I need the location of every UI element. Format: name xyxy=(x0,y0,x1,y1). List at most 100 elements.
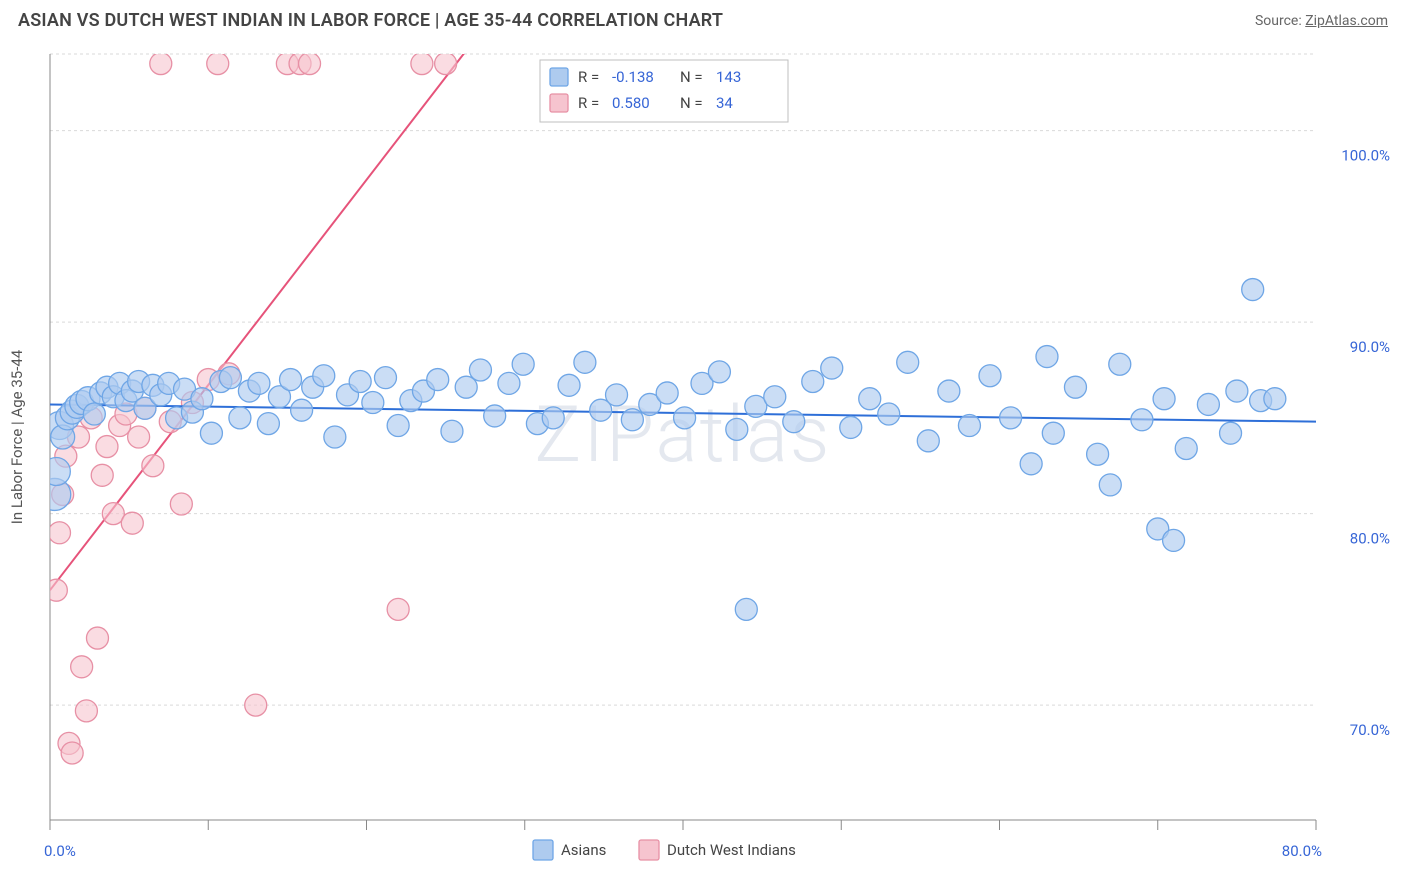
asians-point xyxy=(958,415,980,437)
asians-point xyxy=(324,426,346,448)
dutch-point xyxy=(45,579,67,601)
asians-point xyxy=(219,367,241,389)
asians-point xyxy=(257,413,279,435)
dutch-point xyxy=(142,455,164,477)
asians-point xyxy=(1020,453,1042,475)
asians-point xyxy=(1220,422,1242,444)
bottom-legend-label: Asians xyxy=(561,841,606,859)
asians-point xyxy=(979,365,1001,387)
bottom-legend-label: Dutch West Indians xyxy=(667,841,796,859)
asians-point xyxy=(840,416,862,438)
legend-r-label: R = xyxy=(578,68,599,86)
asians-point xyxy=(248,372,270,394)
asians-point xyxy=(802,370,824,392)
watermark: ZIPatlas xyxy=(535,390,832,481)
dutch-point xyxy=(387,598,409,620)
asians-point xyxy=(83,403,105,425)
asians-point xyxy=(938,380,960,402)
asians-point xyxy=(484,405,506,427)
legend-swatch xyxy=(550,68,568,86)
asians-point xyxy=(917,430,939,452)
dutch-point xyxy=(75,700,97,722)
asians-point xyxy=(441,420,463,442)
asians-point xyxy=(229,407,251,429)
asians-point xyxy=(558,374,580,396)
asians-point xyxy=(374,367,396,389)
asians-point xyxy=(1163,529,1185,551)
asians-point xyxy=(1175,437,1197,459)
legend-n-value: 143 xyxy=(716,68,741,86)
legend-n-value: 34 xyxy=(716,94,733,112)
legend-n-label: N = xyxy=(680,68,703,86)
source-prefix: Source: xyxy=(1255,13,1305,29)
chart-container: ASIAN VS DUTCH WEST INDIAN IN LABOR FORC… xyxy=(0,0,1406,892)
dutch-point xyxy=(121,512,143,534)
chart-area: 70.0%80.0%90.0%100.0%ZIPatlas0.0%80.0%In… xyxy=(0,46,1406,892)
asians-point xyxy=(1226,380,1248,402)
x-tick-label: 80.0% xyxy=(1282,842,1322,860)
dutch-point xyxy=(48,522,70,544)
asians-point xyxy=(1242,279,1264,301)
asians-point xyxy=(1000,407,1022,429)
dutch-point xyxy=(150,53,172,75)
asians-point xyxy=(280,369,302,391)
dutch-point xyxy=(86,627,108,649)
asians-point xyxy=(387,415,409,437)
asians-point xyxy=(574,351,596,373)
dutch-point xyxy=(299,53,321,75)
asians-point xyxy=(542,407,564,429)
header: ASIAN VS DUTCH WEST INDIAN IN LABOR FORC… xyxy=(0,0,1406,37)
y-tick-label: 90.0% xyxy=(1350,338,1390,356)
dutch-point xyxy=(411,53,433,75)
y-tick-label: 80.0% xyxy=(1350,530,1390,548)
dutch-point xyxy=(435,53,457,75)
dutch-point xyxy=(170,493,192,515)
legend-r-label: R = xyxy=(578,94,599,112)
dutch-point xyxy=(91,464,113,486)
asians-point xyxy=(708,361,730,383)
asians-point xyxy=(427,369,449,391)
x-tick-label: 0.0% xyxy=(44,842,76,860)
asians-point xyxy=(735,598,757,620)
asians-point xyxy=(42,457,70,485)
asians-point xyxy=(1197,393,1219,415)
asians-point xyxy=(1064,376,1086,398)
y-axis-title: In Labor Force | Age 35-44 xyxy=(8,349,26,524)
asians-point xyxy=(1036,346,1058,368)
source-label: Source: ZipAtlas.com xyxy=(1255,13,1388,29)
asians-point xyxy=(349,370,371,392)
asians-point xyxy=(291,399,313,421)
dutch-point xyxy=(207,53,229,75)
dutch-point xyxy=(96,436,118,458)
asians-point xyxy=(897,351,919,373)
dutch-point xyxy=(61,742,83,764)
chart-title: ASIAN VS DUTCH WEST INDIAN IN LABOR FORC… xyxy=(18,10,723,31)
chart-svg: 70.0%80.0%90.0%100.0%ZIPatlas0.0%80.0%In… xyxy=(0,46,1406,892)
asians-point xyxy=(726,418,748,440)
dutch-point xyxy=(245,694,267,716)
asians-point xyxy=(191,388,213,410)
dutch-point xyxy=(71,656,93,678)
legend-n-label: N = xyxy=(680,94,703,112)
asians-point xyxy=(674,407,696,429)
asians-point xyxy=(878,403,900,425)
asians-point xyxy=(1153,388,1175,410)
asians-point xyxy=(512,353,534,375)
source-link[interactable]: ZipAtlas.com xyxy=(1305,13,1388,29)
asians-point xyxy=(1099,474,1121,496)
asians-point xyxy=(200,422,222,444)
asians-point xyxy=(621,409,643,431)
legend-r-value: 0.580 xyxy=(612,94,650,112)
asians-point xyxy=(313,365,335,387)
asians-point xyxy=(606,384,628,406)
asians-point xyxy=(783,411,805,433)
legend-swatch xyxy=(550,94,568,112)
asians-point xyxy=(859,388,881,410)
asians-point xyxy=(362,392,384,414)
asians-point xyxy=(1264,388,1286,410)
bottom-legend-swatch xyxy=(639,840,659,860)
asians-point xyxy=(469,359,491,381)
asians-point xyxy=(1109,353,1131,375)
asians-point xyxy=(764,386,786,408)
asians-point xyxy=(1042,422,1064,444)
